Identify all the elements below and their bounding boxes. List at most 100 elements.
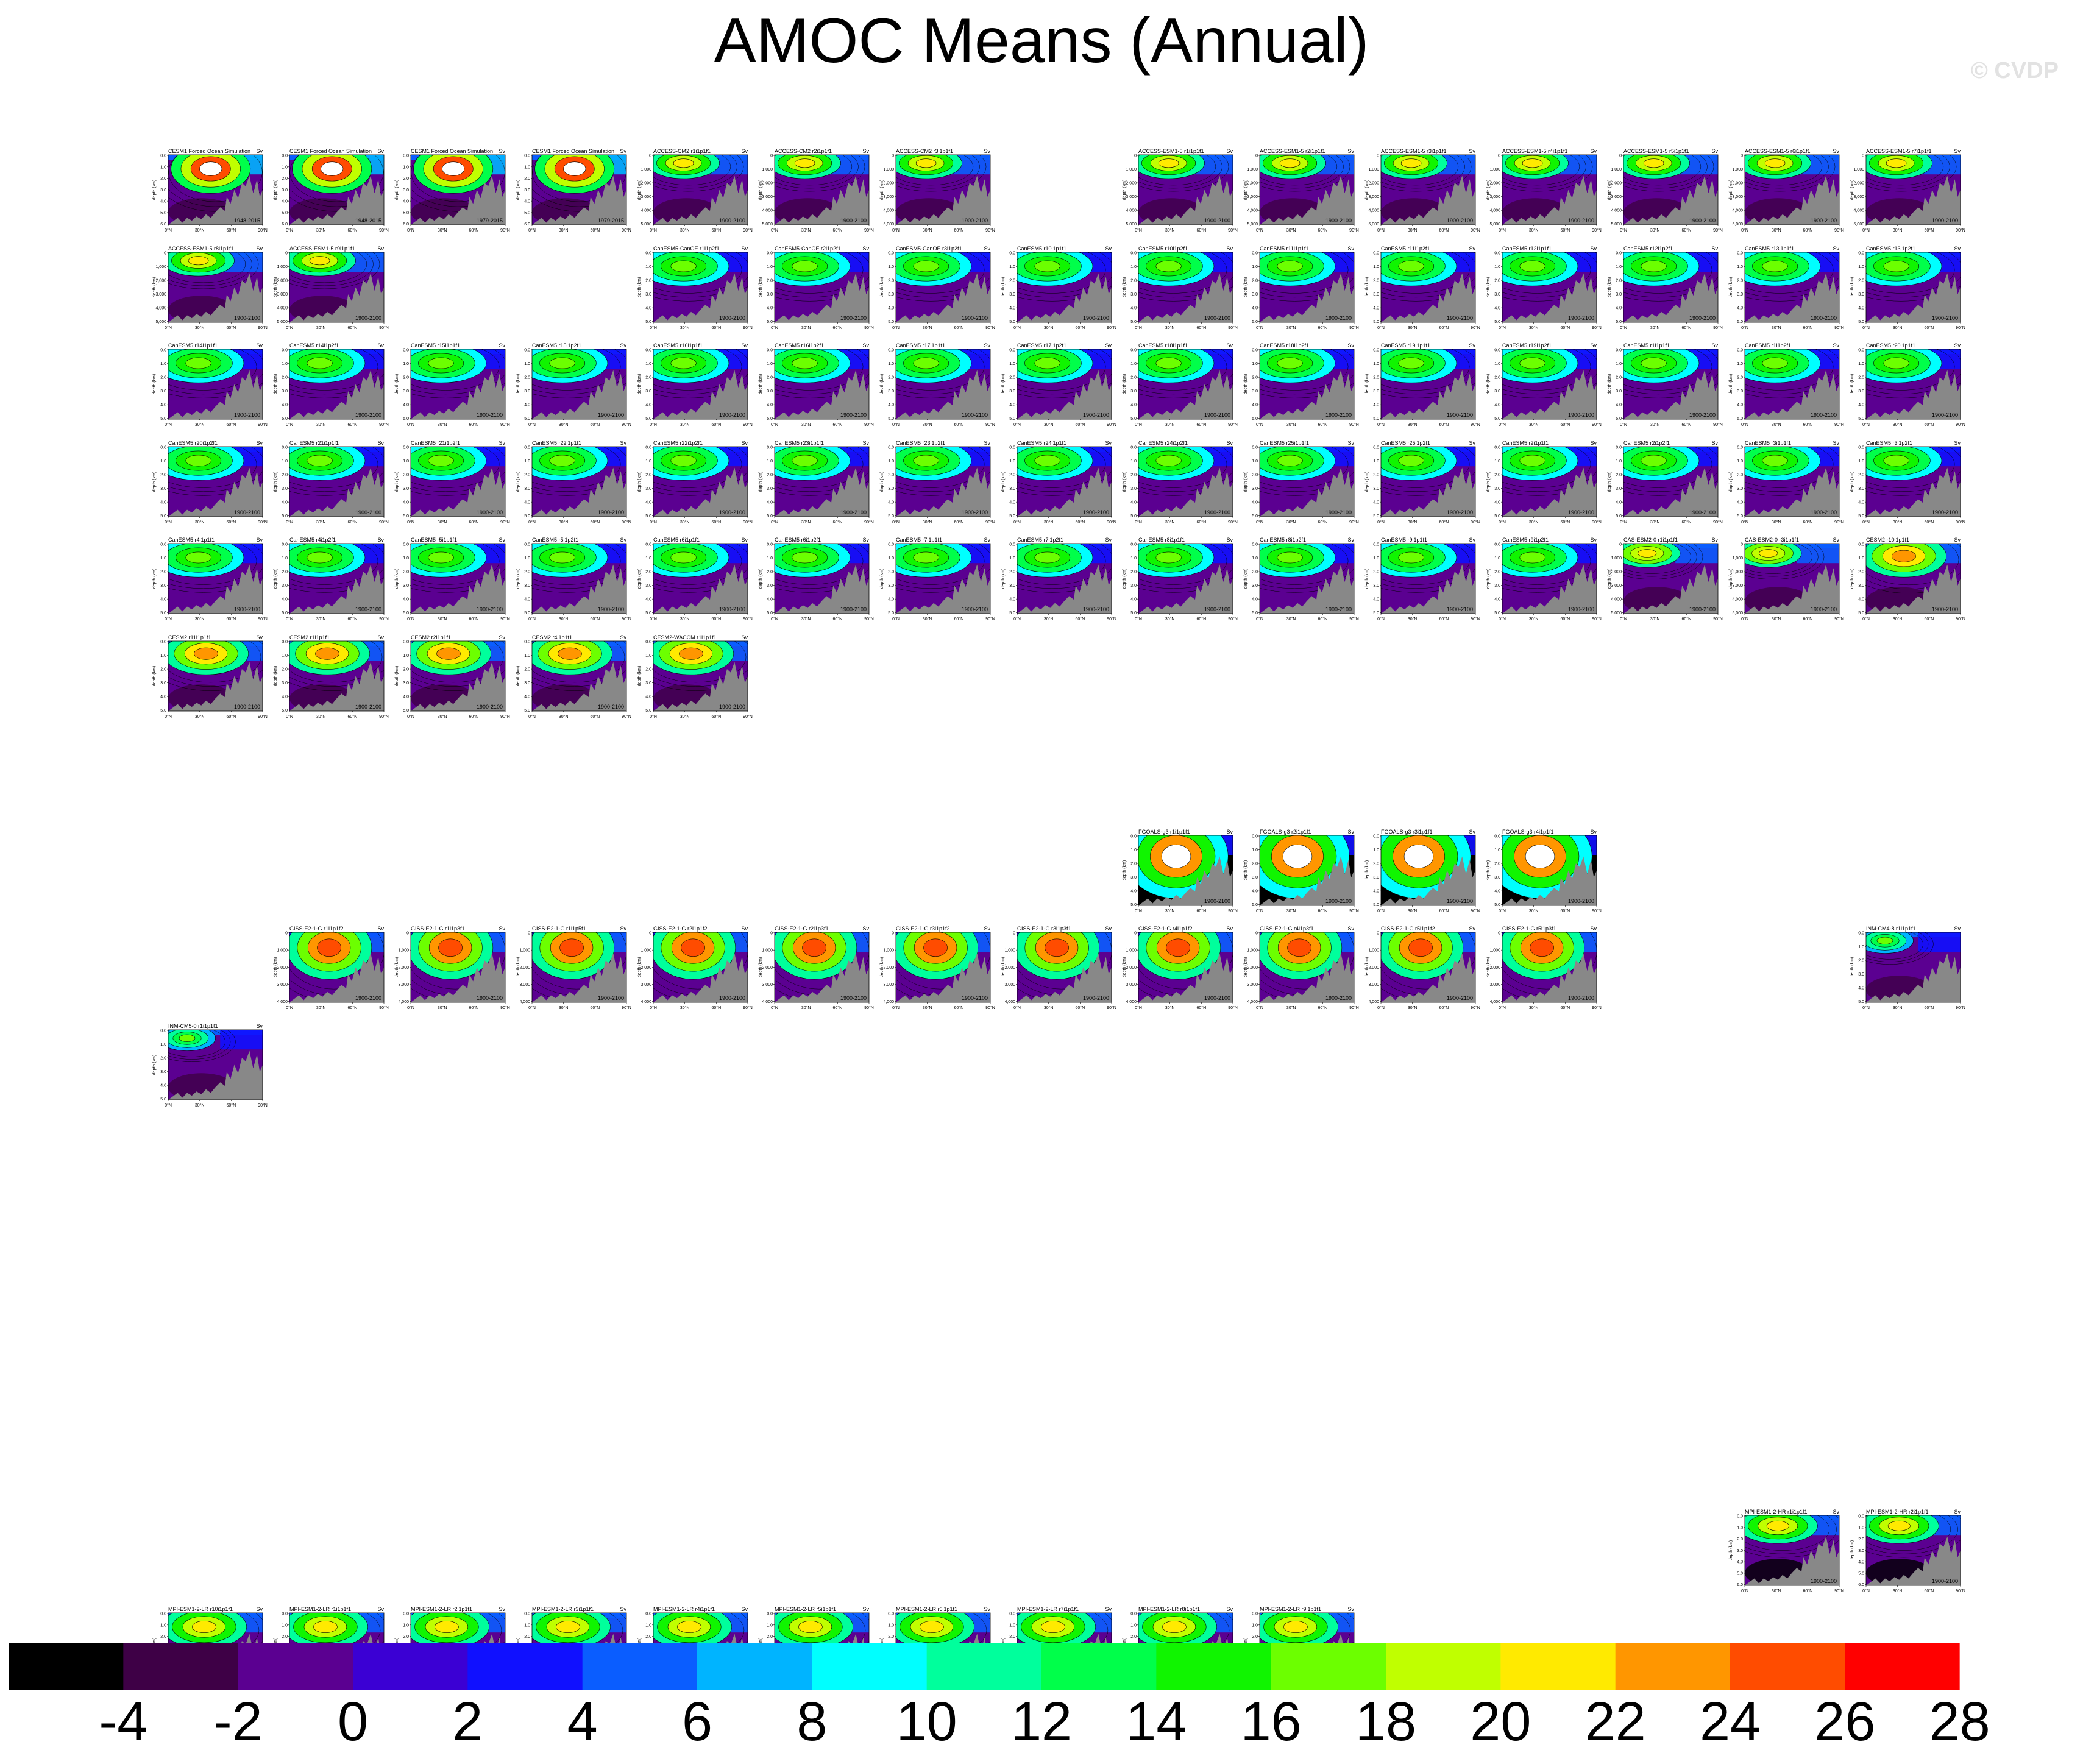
panel-period: 1900-2100 — [962, 995, 988, 1001]
x-tick-label: 90°N — [258, 325, 268, 330]
x-tick-label: 30°N — [1529, 909, 1539, 913]
amoc-panel: CanESM5 r9i1p2f1 Sv 1900-2100 0.0 1.0 2.0 3.0 4… — [1485, 534, 1606, 631]
overturning-cell-contour — [1398, 551, 1424, 564]
amoc-panel: CanESM5-CanOE r3i1p2f1 Sv 1900-2100 0.0 1.0 2… — [879, 243, 999, 340]
bathymetry-mask — [289, 175, 384, 225]
contour-line — [1138, 155, 1216, 186]
y-tick-label: 1.0 — [1009, 1623, 1015, 1628]
overturning-cell-contour — [1886, 158, 1907, 168]
contour-line — [1381, 544, 1475, 589]
y-tick-label: 2.0 — [403, 376, 409, 380]
panel-title: GISS-E2-1-G r3i1p1f2 — [896, 926, 950, 932]
panel-units: Sv — [1226, 1606, 1233, 1612]
contour-line — [1260, 155, 1344, 189]
y-axis-label: depth (km) — [1729, 1540, 1733, 1560]
x-tick-label: 30°N — [1772, 1589, 1781, 1593]
x-tick-label: 60°N — [1439, 520, 1449, 525]
y-tick-label: 1.0 — [1009, 459, 1015, 464]
overturning-cell-contour — [792, 551, 818, 564]
amoc-panel: CESM2 r10i1p1f1 Sv 1900-2100 0.0 1.0 2.0 3.0 4.… — [1849, 534, 1970, 631]
panel-units: Sv — [862, 148, 869, 154]
x-tick-label: 0°N — [892, 422, 900, 427]
bathymetry-mask — [653, 953, 748, 1002]
bathymetry-mask — [896, 175, 990, 225]
y-tick-label: 3.0 — [1737, 389, 1743, 394]
x-tick-label: 90°N — [864, 325, 874, 330]
y-tick-label: 3.0 — [1858, 389, 1864, 394]
panel-period: 1900-2100 — [598, 704, 624, 710]
amoc-panel-plot: CanESM5 r12i1p2f1 Sv1900-21000.01.02.03.0… — [1608, 246, 1723, 330]
panel-title: ACCESS-ESM1-5 r6i1p1f1 — [1745, 148, 1811, 154]
y-axis-label: depth (km) — [395, 471, 399, 491]
x-tick-label: 0°N — [1377, 228, 1385, 233]
overturning-cell-contour — [1403, 844, 1434, 868]
x-tick-label: 0°N — [892, 1005, 900, 1010]
overturning-cell-contour — [1766, 1520, 1789, 1531]
x-tick-label: 30°N — [316, 714, 326, 719]
x-tick-label: 30°N — [438, 1005, 447, 1010]
x-tick-label: 0°N — [650, 422, 657, 427]
plot-frame — [410, 446, 506, 517]
contour-line — [289, 544, 384, 589]
panel-units: Sv — [1469, 537, 1475, 543]
y-axis-label: depth (km) — [1850, 180, 1854, 200]
amoc-panel: GISS-E2-1-G r4i1p1f2 Sv 1900-2100 0 1,000 2,0… — [1121, 923, 1242, 1020]
x-tick-label: 60°N — [1561, 422, 1570, 427]
y-tick-label: 4.0 — [1252, 500, 1258, 505]
y-tick-label: 0 — [1498, 154, 1500, 158]
x-tick-label: 60°N — [1682, 228, 1692, 233]
y-tick-label: 3.0 — [1009, 487, 1015, 491]
y-tick-label: 3.0 — [1494, 876, 1500, 880]
contour-line — [411, 349, 505, 398]
y-tick-label: 0.0 — [1252, 543, 1258, 547]
x-tick-label: 90°N — [864, 617, 874, 622]
y-tick-label: 3.0 — [160, 584, 166, 588]
y-tick-label: 0.0 — [1373, 834, 1379, 838]
x-tick-label: 90°N — [622, 228, 631, 233]
y-tick-label: 0.0 — [888, 445, 894, 450]
x-tick-label: 30°N — [1529, 1005, 1539, 1010]
y-axis-label: depth (km) — [1365, 374, 1369, 394]
y-tick-label: 2.0 — [524, 376, 530, 380]
y-axis-label: depth (km) — [1244, 471, 1248, 491]
x-tick-label: 0°N — [771, 228, 778, 233]
x-tick-label: 60°N — [1197, 228, 1207, 233]
x-tick-label: 30°N — [680, 714, 690, 719]
panel-title: CanESM5 r7i1p1f1 — [896, 537, 942, 543]
overturning-cell-contour — [792, 260, 818, 272]
y-tick-label: 5.0 — [160, 611, 166, 615]
y-tick-label: 0 — [1255, 154, 1258, 158]
y-tick-label: 0.0 — [1130, 445, 1137, 450]
panel-title: CanESM5 r17i1p1f1 — [896, 342, 945, 349]
amoc-panel: CanESM5 r6i1p1f1 Sv 1900-2100 0.0 1.0 2.0 3.0 4… — [636, 534, 757, 631]
panel-units: Sv — [499, 537, 505, 543]
amoc-panel: GISS-E2-1-G r2i1p3f1 Sv 1900-2100 0 1,000 2,0… — [758, 923, 878, 1020]
panel-period: 1900-2100 — [1447, 606, 1473, 612]
panel-units: Sv — [499, 440, 505, 446]
panel-title: CAS-ESM2-0 r3i1p1f1 — [1745, 537, 1799, 543]
y-tick-label: 0 — [1741, 154, 1743, 158]
field-top-band — [168, 1029, 263, 1035]
y-tick-label: 1.0 — [1858, 1526, 1864, 1530]
panel-period: 1900-2100 — [1932, 315, 1958, 321]
y-tick-label: 3.0 — [403, 188, 409, 193]
amoc-panel-plot: CanESM5 r23i1p2f1 Sv1900-21000.01.02.03.0… — [880, 440, 995, 525]
y-tick-label: 0.0 — [1130, 543, 1137, 547]
x-tick-label: 90°N — [500, 617, 510, 622]
contour-line — [1745, 349, 1834, 391]
x-tick-label: 90°N — [1471, 1005, 1480, 1010]
amoc-panel: CanESM5 r16i1p1f1 Sv 1900-2100 0.0 1.0 2.0 3.0… — [636, 339, 757, 437]
amoc-panel-plot: CanESM5-CanOE r2i1p2f1 Sv1900-21000.01.02… — [759, 246, 874, 330]
x-tick-label: 0°N — [1377, 1005, 1385, 1010]
y-tick-label: 4.0 — [1373, 306, 1379, 310]
x-tick-label: 30°N — [1286, 520, 1296, 525]
y-tick-label: 5.0 — [645, 320, 651, 324]
overturning-cell-contour — [1519, 260, 1545, 272]
contour-line — [1017, 349, 1112, 395]
x-tick-label: 90°N — [1349, 1005, 1359, 1010]
contour-line — [168, 1029, 231, 1060]
y-axis-label: depth (km) — [637, 180, 642, 200]
x-tick-label: 30°N — [1529, 422, 1539, 427]
x-tick-label: 90°N — [1834, 1589, 1844, 1593]
y-axis-label: depth (km) — [1244, 180, 1248, 200]
